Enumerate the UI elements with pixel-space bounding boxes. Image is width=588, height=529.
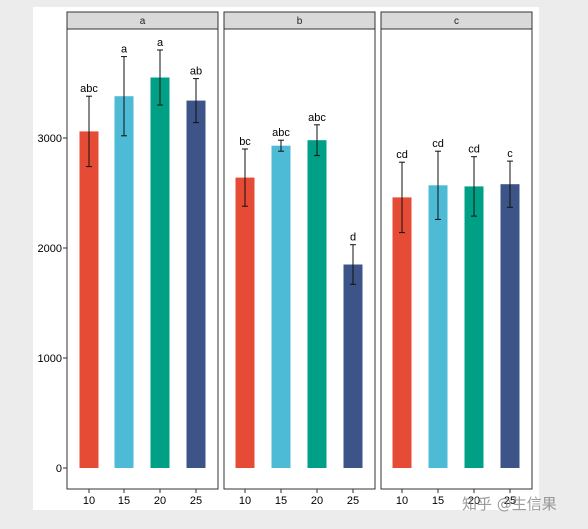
y-tick-label: 2000 [38,243,62,255]
x-tick-label: 20 [154,495,166,507]
significance-label: abc [308,112,326,124]
y-tick-label: 3000 [38,133,62,145]
significance-label: a [157,37,164,49]
bar [271,145,291,468]
faceted-bar-chart: 0 1000 2000 3000 a abc 10 a 15 a 20 ab 25 b bc 10 abc 15 a… [38,11,533,507]
bar [307,140,327,468]
x-tick-label: 25 [190,495,202,507]
bar [343,264,363,468]
bar [79,131,99,468]
significance-label: d [350,232,356,244]
bar [392,197,412,468]
facet-panel-frame [380,28,533,490]
significance-label: cd [468,144,480,156]
x-tick-label: 15 [432,495,444,507]
bar [464,186,484,468]
x-tick-label: 10 [239,495,251,507]
y-tick-label: 1000 [38,353,62,365]
bar [114,96,134,468]
bar [150,77,170,468]
bar [186,100,206,468]
significance-label: bc [239,136,251,148]
x-tick-label: 15 [275,495,287,507]
x-tick-label: 15 [118,495,130,507]
significance-label: abc [272,127,290,139]
x-tick-label: 25 [347,495,359,507]
watermark: 知乎 @生信果 [462,495,557,513]
significance-label: cd [432,138,444,150]
x-tick-label: 25 [504,495,516,507]
facet-strip-label: c [454,16,459,27]
facet-strip-label: a [140,16,146,27]
significance-label: cd [396,149,408,161]
significance-label: abc [80,83,98,95]
x-tick-label: 10 [396,495,408,507]
significance-label: c [507,148,513,160]
y-tick-label: 0 [56,463,62,475]
bar [428,185,448,469]
significance-label: a [121,44,128,56]
facet-panel-frame [66,28,219,490]
plot-canvas: 0 1000 2000 3000 a abc 10 a 15 a 20 ab 25 b bc 10 abc 15 a… [33,7,539,510]
bar [235,177,255,468]
x-tick-label: 20 [468,495,480,507]
x-tick-label: 20 [311,495,323,507]
bar [500,184,520,468]
x-tick-label: 10 [83,495,95,507]
significance-label: ab [190,66,202,78]
facet-strip-label: b [297,16,303,27]
facet-panel-frame [223,28,376,490]
